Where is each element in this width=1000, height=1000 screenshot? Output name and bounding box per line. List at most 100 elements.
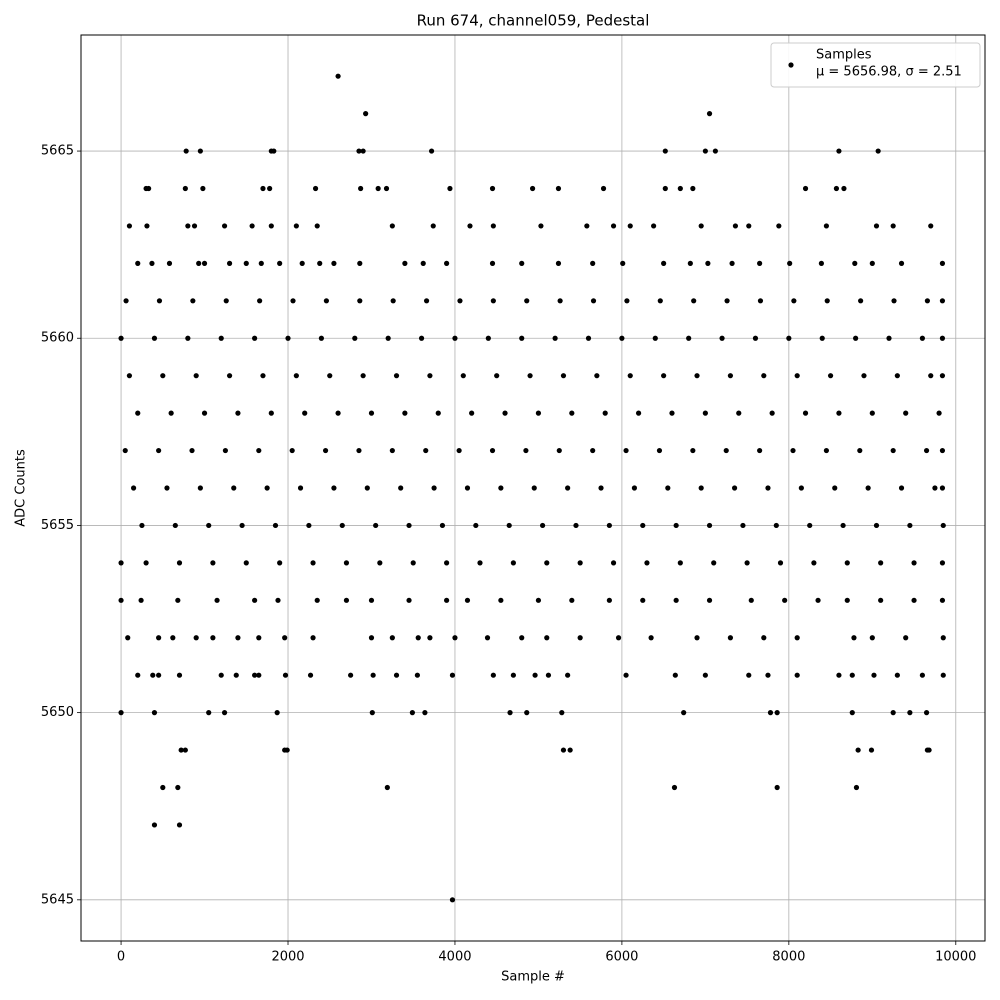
data-point — [370, 672, 376, 678]
data-point — [430, 223, 436, 229]
data-point — [840, 522, 846, 529]
data-point — [569, 597, 575, 603]
data-point — [623, 447, 629, 454]
data-point — [757, 447, 763, 454]
data-point — [444, 597, 450, 603]
data-point — [384, 784, 390, 791]
data-point — [798, 485, 804, 491]
data-point — [868, 747, 875, 753]
data-point — [223, 298, 229, 304]
data-point — [275, 597, 281, 603]
data-point — [774, 784, 780, 791]
data-point — [356, 447, 362, 454]
data-point — [744, 560, 750, 566]
data-point — [196, 260, 202, 266]
data-point — [898, 260, 905, 266]
data-point — [146, 185, 152, 192]
data-point — [926, 747, 932, 753]
plot-area — [118, 73, 946, 903]
data-point — [502, 410, 508, 416]
data-point — [671, 784, 678, 791]
data-point — [878, 560, 884, 566]
data-point — [706, 522, 713, 529]
data-point — [260, 373, 266, 379]
data-point — [185, 335, 191, 341]
data-point — [669, 410, 675, 416]
data-point — [243, 260, 249, 266]
data-point — [594, 373, 600, 379]
data-point — [452, 335, 458, 341]
data-point — [172, 522, 178, 529]
data-point — [289, 447, 295, 454]
data-point — [331, 260, 337, 266]
data-point — [222, 447, 229, 454]
data-point — [698, 485, 704, 491]
data-point — [774, 710, 780, 716]
data-point — [498, 597, 504, 603]
data-point — [790, 447, 796, 454]
data-point — [598, 485, 604, 491]
data-point — [233, 672, 239, 678]
data-point — [791, 298, 797, 304]
data-point — [939, 260, 946, 266]
data-point — [802, 185, 809, 192]
data-point — [210, 560, 216, 566]
data-point — [314, 597, 320, 603]
data-point — [138, 597, 144, 603]
data-point — [473, 522, 479, 529]
data-point — [869, 260, 875, 266]
data-point — [118, 560, 124, 566]
data-point — [235, 410, 241, 416]
data-point — [358, 185, 364, 192]
data-point — [748, 597, 754, 603]
data-point — [268, 410, 274, 416]
data-point — [924, 298, 931, 304]
data-point — [285, 335, 291, 341]
data-point — [307, 672, 314, 678]
data-point — [794, 373, 800, 379]
data-point — [878, 597, 884, 603]
data-point — [510, 560, 516, 566]
data-point — [836, 148, 842, 154]
data-point — [555, 260, 562, 266]
data-point — [160, 784, 166, 791]
legend-subtitle: μ = 5656.98, σ = 2.51 — [816, 65, 962, 80]
data-point — [855, 747, 861, 753]
data-point — [427, 635, 433, 641]
data-point — [903, 410, 909, 416]
data-point — [640, 522, 646, 529]
data-point — [544, 635, 550, 641]
data-point — [844, 560, 850, 566]
y-tick-label: 5665 — [41, 144, 74, 159]
data-point — [890, 710, 896, 716]
data-point — [385, 335, 391, 341]
data-point — [928, 223, 934, 229]
data-point — [166, 260, 173, 266]
data-point — [907, 522, 913, 529]
data-point — [151, 335, 158, 341]
data-point — [193, 373, 199, 379]
data-point — [939, 298, 946, 304]
data-point — [545, 672, 552, 678]
data-point — [327, 373, 333, 379]
data-point — [431, 485, 437, 491]
legend-box — [770, 42, 981, 88]
data-point — [681, 710, 687, 716]
data-point — [510, 672, 516, 678]
data-point — [312, 185, 319, 192]
data-point — [694, 635, 700, 641]
data-point — [932, 485, 938, 491]
data-point — [894, 373, 900, 379]
data-point — [144, 223, 150, 229]
data-point — [527, 373, 533, 379]
data-point — [640, 597, 646, 603]
data-point — [939, 597, 946, 603]
data-point — [875, 148, 881, 154]
data-point — [853, 335, 859, 341]
data-point — [410, 560, 416, 566]
data-point — [427, 373, 433, 379]
data-point — [506, 522, 512, 529]
data-point — [258, 260, 264, 266]
data-point — [552, 335, 558, 341]
data-point — [457, 298, 463, 304]
